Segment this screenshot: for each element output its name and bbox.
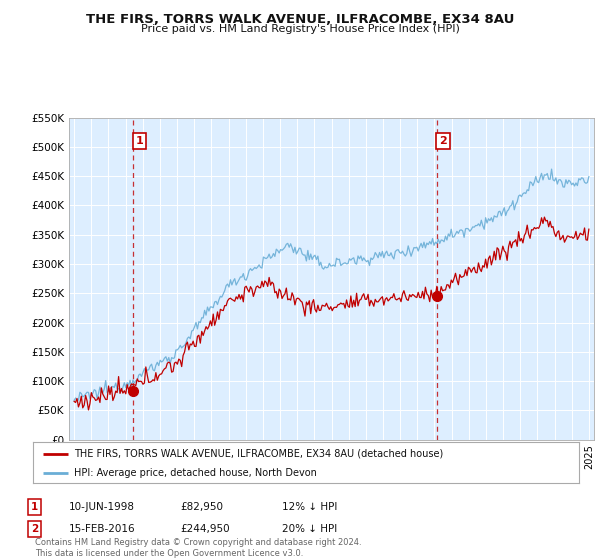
- Text: 10-JUN-1998: 10-JUN-1998: [69, 502, 135, 512]
- Text: £244,950: £244,950: [180, 524, 230, 534]
- Text: THE FIRS, TORRS WALK AVENUE, ILFRACOMBE, EX34 8AU (detached house): THE FIRS, TORRS WALK AVENUE, ILFRACOMBE,…: [74, 449, 443, 459]
- Text: 1: 1: [136, 136, 143, 146]
- Text: 2: 2: [439, 136, 447, 146]
- Text: THE FIRS, TORRS WALK AVENUE, ILFRACOMBE, EX34 8AU: THE FIRS, TORRS WALK AVENUE, ILFRACOMBE,…: [86, 13, 514, 26]
- Text: HPI: Average price, detached house, North Devon: HPI: Average price, detached house, Nort…: [74, 468, 317, 478]
- Text: 1: 1: [31, 502, 38, 512]
- Text: Price paid vs. HM Land Registry's House Price Index (HPI): Price paid vs. HM Land Registry's House …: [140, 24, 460, 34]
- Text: 15-FEB-2016: 15-FEB-2016: [69, 524, 136, 534]
- Text: 12% ↓ HPI: 12% ↓ HPI: [282, 502, 337, 512]
- Text: 20% ↓ HPI: 20% ↓ HPI: [282, 524, 337, 534]
- Text: 2: 2: [31, 524, 38, 534]
- Text: Contains HM Land Registry data © Crown copyright and database right 2024.
This d: Contains HM Land Registry data © Crown c…: [35, 538, 361, 558]
- Text: £82,950: £82,950: [180, 502, 223, 512]
